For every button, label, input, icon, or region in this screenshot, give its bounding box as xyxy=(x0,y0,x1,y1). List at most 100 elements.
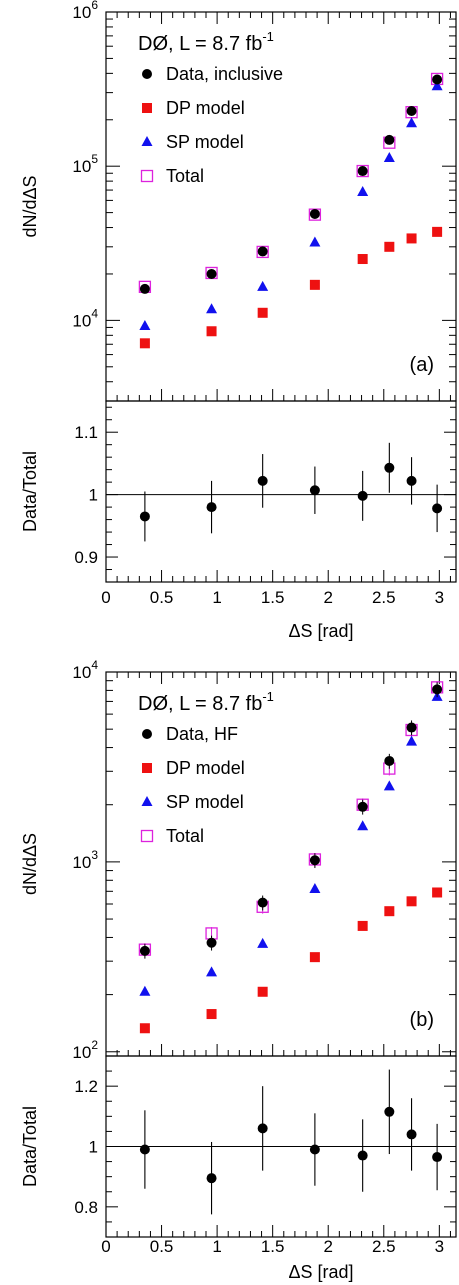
data-point-triangle xyxy=(257,937,269,948)
y-tick-label-exp: 6 xyxy=(91,0,98,12)
data-point-triangle xyxy=(309,882,321,893)
ratio-point xyxy=(406,475,417,486)
y-tick-label-base: 10 xyxy=(72,157,91,176)
ratio-point xyxy=(139,511,150,522)
data-point-open-square xyxy=(356,164,369,178)
y-tick-label: 104 xyxy=(72,306,98,330)
data-point-square xyxy=(309,279,320,290)
data-point-circle xyxy=(257,897,268,908)
ratio-point xyxy=(206,1173,217,1184)
data-point-square xyxy=(432,226,443,237)
legend-marker xyxy=(142,69,152,79)
legend-entry: Data, HF xyxy=(166,724,238,744)
y-tick-label-exp: 4 xyxy=(91,306,98,320)
ratio-point xyxy=(309,485,320,496)
data-point-circle xyxy=(139,283,150,294)
ratio-y-tick-label: 1.1 xyxy=(74,423,98,442)
x-tick-label: 2 xyxy=(323,588,332,607)
experiment-label: DØ, L = 8.7 fb-1 xyxy=(138,689,274,715)
data-point-square xyxy=(206,1009,217,1020)
data-point-circle xyxy=(432,74,443,85)
legend-marker xyxy=(141,796,153,806)
legend-marker xyxy=(142,763,152,773)
x-tick-label: 0.5 xyxy=(150,1237,174,1256)
data-point-square xyxy=(357,254,368,265)
legend-entry: DP model xyxy=(166,98,245,118)
legend-entry: SP model xyxy=(166,132,244,152)
y-tick-label: 104 xyxy=(72,658,98,682)
data-point-circle xyxy=(309,855,320,866)
y-axis-label: dN/dΔS xyxy=(20,833,40,895)
data-point-circle xyxy=(357,801,368,812)
experiment-label-text: DØ, L = 8.7 fb xyxy=(138,33,262,55)
x-tick-label: 2.5 xyxy=(372,588,396,607)
data-point-triangle xyxy=(257,280,269,291)
legend-entry: Data, inclusive xyxy=(166,64,283,84)
x-tick-label: 1 xyxy=(212,588,221,607)
ratio-y-axis-label: Data/Total xyxy=(20,451,40,532)
y-tick-label-base: 10 xyxy=(72,3,91,22)
data-point-circle xyxy=(206,268,217,279)
experiment-label-superscript: -1 xyxy=(262,689,274,704)
x-tick-label: 0.5 xyxy=(150,588,174,607)
x-tick-label: 2.5 xyxy=(372,1237,396,1256)
ratio-point xyxy=(309,1144,320,1155)
x-tick-label: 3 xyxy=(435,1237,444,1256)
y-tick-label-base: 10 xyxy=(72,853,91,872)
ratio-y-tick-label: 0.9 xyxy=(74,548,98,567)
ratio-point xyxy=(206,502,217,513)
legend-marker xyxy=(140,169,154,183)
legend-marker xyxy=(141,136,153,146)
ratio-plot-frame xyxy=(105,400,457,583)
y-tick-label-base: 10 xyxy=(72,1043,91,1062)
data-point-circle xyxy=(432,684,443,695)
data-point-triangle xyxy=(139,985,151,996)
data-point-square xyxy=(384,906,395,917)
y-tick-label-base: 10 xyxy=(72,311,91,330)
data-point-triangle xyxy=(206,966,218,977)
ratio-point xyxy=(432,1152,443,1163)
data-point-triangle xyxy=(139,319,151,330)
ratio-y-axis-label: Data/Total xyxy=(20,1106,40,1187)
data-point-circle xyxy=(257,246,268,257)
ratio-y-tick-label: 0.8 xyxy=(74,1198,98,1217)
y-tick-label-exp: 5 xyxy=(91,152,98,166)
legend-entry: Total xyxy=(166,826,204,846)
ratio-point xyxy=(257,1123,268,1134)
x-tick-label: 1.5 xyxy=(261,588,285,607)
x-axis-label: ΔS [rad] xyxy=(288,621,353,641)
data-point-square xyxy=(257,307,268,318)
main-plot-frame xyxy=(105,671,457,1057)
y-tick-label-base: 10 xyxy=(72,663,91,682)
legend-entry: Total xyxy=(166,166,204,186)
data-point-triangle xyxy=(406,735,418,746)
legend-marker xyxy=(140,829,154,843)
y-tick-label: 106 xyxy=(72,0,98,22)
legend-entry: DP model xyxy=(166,758,245,778)
y-axis-label: dN/dΔS xyxy=(20,175,40,237)
x-tick-label: 0 xyxy=(101,1237,110,1256)
data-point-circle xyxy=(357,166,368,177)
data-point-square xyxy=(206,326,217,337)
ratio-point xyxy=(384,462,395,473)
x-tick-label: 2 xyxy=(323,1237,332,1256)
y-tick-label: 105 xyxy=(72,152,98,176)
data-point-triangle xyxy=(357,186,369,197)
ratio-point xyxy=(406,1129,417,1140)
x-tick-label: 3 xyxy=(435,588,444,607)
ratio-point xyxy=(139,1144,150,1155)
ratio-point xyxy=(357,1150,368,1161)
x-tick-label: 1.5 xyxy=(261,1237,285,1256)
data-point-circle xyxy=(309,208,320,219)
panel-label: (b) xyxy=(410,1009,434,1031)
ratio-point xyxy=(257,475,268,486)
data-point-circle xyxy=(139,945,150,956)
data-point-open-square xyxy=(256,245,269,259)
panel-label: (a) xyxy=(410,354,434,376)
y-tick-label-exp: 3 xyxy=(91,848,98,862)
ratio-y-tick-label: 1 xyxy=(89,486,98,505)
experiment-label: DØ, L = 8.7 fb-1 xyxy=(138,29,274,55)
y-tick-label: 102 xyxy=(72,1038,98,1062)
